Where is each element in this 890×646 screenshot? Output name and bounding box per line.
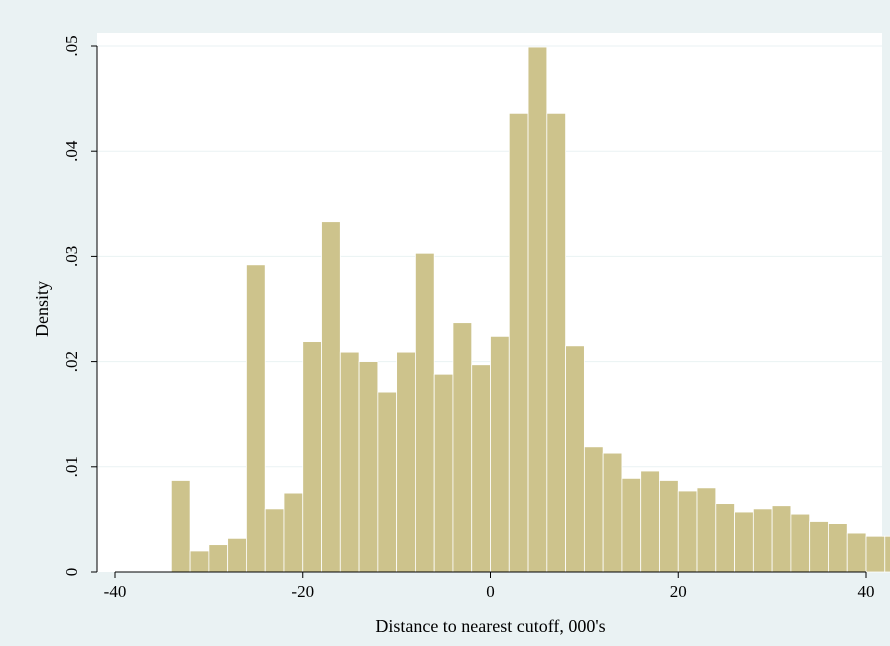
bar-22 — [583, 446, 604, 573]
bar-10 — [358, 361, 379, 573]
x-tick-label-20: 20 — [670, 582, 687, 601]
bar-7 — [302, 341, 322, 573]
y-tick-label-.02: .02 — [62, 351, 81, 372]
bar-37 — [865, 535, 886, 573]
bar-25 — [640, 470, 660, 573]
bar-3 — [227, 537, 247, 573]
y-tick-label-0: 0 — [62, 568, 81, 577]
bar-1 — [189, 550, 210, 573]
bar-6 — [283, 492, 304, 573]
bar-27 — [677, 490, 698, 573]
bar-5 — [264, 508, 285, 573]
bar-11 — [377, 391, 398, 573]
bar-23 — [602, 452, 623, 573]
grid-lines — [97, 45, 882, 468]
bar-8 — [321, 221, 341, 573]
bar-14 — [433, 373, 454, 573]
x-tick-label-0: 0 — [486, 582, 495, 601]
bar-28 — [696, 487, 717, 573]
x-tick-label--40: -40 — [104, 582, 127, 601]
y-tick-label-.01: .01 — [62, 456, 81, 477]
x-axis-label: Distance to nearest cutoff, 000's — [375, 616, 605, 636]
bar-26 — [659, 480, 679, 573]
bar-9 — [339, 351, 360, 573]
y-tick-label-.03: .03 — [62, 246, 81, 267]
bar-21 — [565, 345, 585, 573]
bar-36 — [846, 532, 867, 573]
bar-35 — [828, 523, 848, 573]
x-tick-label--20: -20 — [291, 582, 314, 601]
x-tick-label-40: 40 — [858, 582, 875, 601]
y-tick-label-.05: .05 — [62, 35, 81, 56]
bar-18 — [508, 112, 529, 573]
bar-13 — [414, 252, 435, 573]
axes: 0 .01 .02 .03 .04 .05 -40 -20 0 20 40 — [62, 35, 875, 601]
bar-2 — [208, 544, 229, 573]
bar-24 — [621, 477, 642, 573]
bar-16 — [471, 364, 491, 573]
bar-15 — [452, 322, 473, 573]
bar-12 — [396, 351, 416, 573]
bar-30 — [734, 511, 754, 573]
y-axis-label: Density — [32, 281, 52, 337]
bar-32 — [771, 505, 792, 573]
bar-34 — [809, 521, 829, 573]
bar-38 — [884, 535, 890, 573]
bar-4 — [246, 264, 266, 573]
bar-29 — [715, 503, 735, 573]
bar-31 — [752, 508, 773, 573]
bar-19 — [527, 46, 548, 573]
bar-0 — [170, 480, 191, 573]
bar-33 — [790, 513, 811, 573]
bar-20 — [546, 112, 567, 573]
y-tick-label-.04: .04 — [62, 140, 81, 162]
bar-17 — [490, 335, 510, 573]
